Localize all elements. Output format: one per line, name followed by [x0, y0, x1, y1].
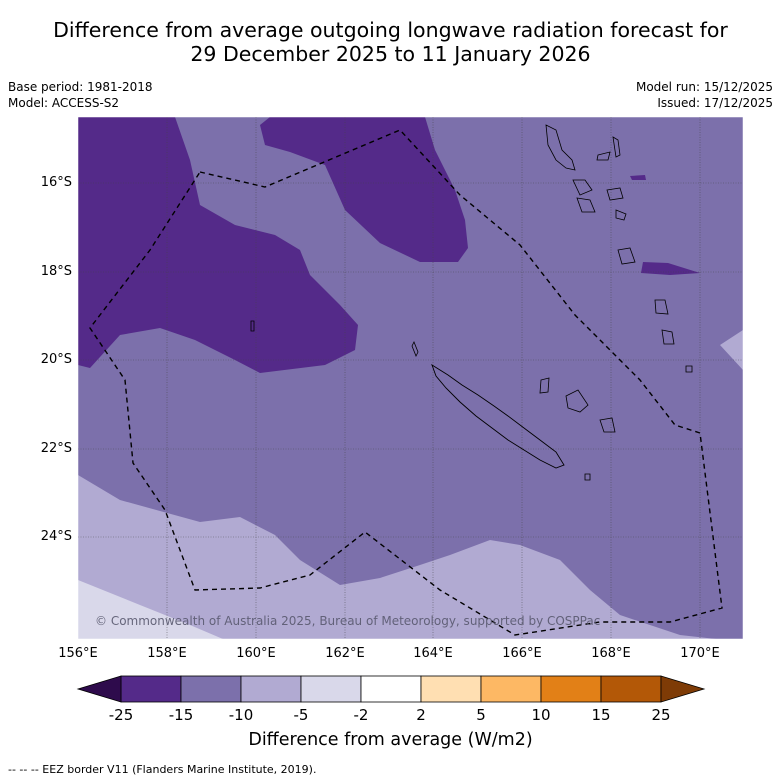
colorbar-swatch [120, 675, 182, 703]
island-outline [250, 320, 255, 332]
base-period: Base period: 1981-2018 [8, 80, 153, 94]
colorbar-tick-label: -15 [168, 706, 194, 724]
island-outline [539, 377, 550, 394]
lat-label-24s: 24°S [40, 529, 72, 544]
colorbar-tick-label: -2 [353, 706, 369, 724]
colorbar-swatch [480, 675, 542, 703]
colorbar-extend-low [76, 675, 122, 703]
lat-label-18s: 18°S [40, 264, 72, 279]
colorbar [76, 675, 706, 703]
map-panel [78, 117, 743, 639]
lon-label-164e: 164°E [413, 646, 453, 661]
anomaly-patch-tiny [630, 175, 646, 180]
island-outline [565, 389, 589, 413]
map-frame [77, 116, 744, 640]
lat-label-20s: 20°S [40, 352, 72, 367]
lat-label-16s: 16°S [40, 175, 72, 190]
colorbar-tick-label: -10 [228, 706, 254, 724]
colorbar-swatch [540, 675, 602, 703]
colorbar-tick-label: -25 [108, 706, 134, 724]
copyright-notice: © Commonwealth of Australia 2025, Bureau… [95, 614, 601, 628]
island-outline [685, 365, 693, 373]
colorbar-tick-label: 15 [591, 706, 611, 724]
issued-date: Issued: 17/12/2025 [657, 96, 773, 110]
colorbar-swatch [360, 675, 422, 703]
anomaly-region-north [260, 117, 468, 262]
colorbar-swatch [420, 675, 482, 703]
colorbar-swatch [180, 675, 242, 703]
island-outline [411, 341, 419, 357]
lon-label-160e: 160°E [236, 646, 276, 661]
island-outline [606, 187, 624, 201]
colorbar-title: Difference from average (W/m2) [248, 730, 533, 750]
eez-legend-note: -- -- -- EEZ border V11 (Flanders Marine… [8, 763, 317, 776]
title-line-1: Difference from average outgoing longwav… [53, 18, 728, 42]
colorbar-tick-label: 2 [416, 706, 426, 724]
meta-right: Model run: 15/12/2025 Issued: 17/12/2025 [636, 79, 773, 111]
model-run: Model run: 15/12/2025 [635, 80, 773, 94]
anomaly-band-minus5-to-minus10 [78, 475, 716, 639]
island-outline [599, 417, 616, 433]
colorbar-swatch [300, 675, 362, 703]
island-outline [545, 124, 576, 171]
lon-label-156e: 156°E [58, 646, 98, 661]
lon-label-158e: 158°E [147, 646, 187, 661]
colorbar-tick-label: 10 [531, 706, 551, 724]
island-outline [584, 473, 591, 481]
model-name: Model: ACCESS-S2 [8, 96, 120, 110]
colorbar-tick-label: -5 [293, 706, 309, 724]
graticule [78, 117, 743, 639]
lon-label-168e: 168°E [591, 646, 631, 661]
island-outline [654, 299, 669, 315]
island-outline [572, 179, 593, 196]
anomaly-region-west [78, 117, 358, 373]
chart-title: Difference from average outgoing longwav… [0, 18, 781, 66]
lon-label-170e: 170°E [680, 646, 720, 661]
title-line-2: 29 December 2025 to 11 January 2026 [190, 42, 591, 66]
island-outline [576, 197, 596, 213]
anomaly-patch-east [720, 330, 743, 370]
island-outline [617, 247, 636, 265]
island-outline [596, 151, 611, 161]
island-outline [661, 329, 675, 345]
colorbar-swatch [600, 675, 662, 703]
colorbar-extend-high [660, 675, 706, 703]
lon-label-166e: 166°E [502, 646, 542, 661]
anomaly-band-minus2-to-minus5 [78, 580, 223, 639]
colorbar-tick-label: 25 [651, 706, 671, 724]
island-outline [615, 209, 627, 221]
colorbar-tick-label: 5 [476, 706, 486, 724]
meta-left: Base period: 1981-2018 Model: ACCESS-S2 [8, 79, 153, 111]
new-caledonia-island [431, 363, 565, 469]
colorbar-swatch [240, 675, 302, 703]
island-outline [612, 136, 621, 158]
lat-label-22s: 22°S [40, 441, 72, 456]
lon-label-162e: 162°E [325, 646, 365, 661]
